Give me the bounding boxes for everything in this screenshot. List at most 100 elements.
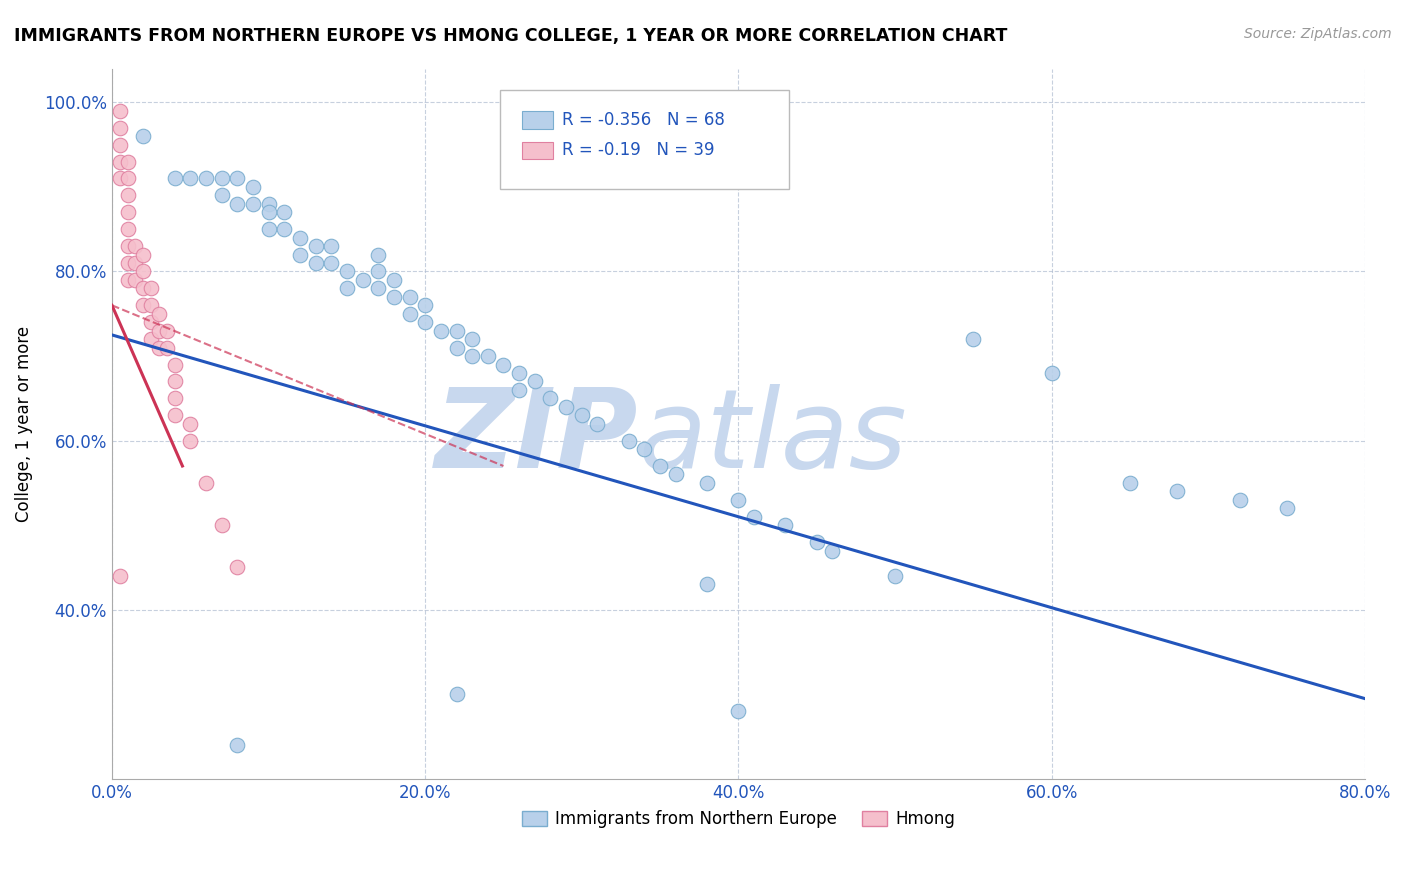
Point <box>367 281 389 295</box>
Point <box>523 375 546 389</box>
Point <box>163 358 186 372</box>
Point <box>163 392 186 406</box>
Point <box>117 154 139 169</box>
Point <box>179 171 201 186</box>
Point <box>211 518 233 533</box>
Point <box>461 332 484 346</box>
Point <box>132 129 155 144</box>
Point <box>226 560 249 574</box>
Point <box>1166 484 1188 499</box>
Point <box>1040 366 1063 380</box>
Point <box>1275 501 1298 516</box>
Point <box>304 256 326 270</box>
Point <box>117 256 139 270</box>
Point <box>163 375 186 389</box>
Point <box>117 205 139 219</box>
Point <box>430 324 453 338</box>
Point <box>156 324 179 338</box>
Point <box>382 273 405 287</box>
Point <box>492 358 515 372</box>
Point <box>413 315 436 329</box>
Point <box>321 256 343 270</box>
Text: ZIP: ZIP <box>434 384 638 491</box>
Point <box>124 239 146 253</box>
Point <box>139 315 162 329</box>
Point <box>665 467 688 482</box>
Point <box>132 281 155 295</box>
Bar <box>522 142 553 160</box>
Point <box>226 738 249 752</box>
Point <box>163 171 186 186</box>
Point <box>194 475 217 490</box>
Point <box>163 409 186 423</box>
Point <box>288 247 311 261</box>
Point <box>257 197 280 211</box>
Point <box>108 120 131 135</box>
Point <box>508 366 530 380</box>
Point <box>148 307 170 321</box>
Point <box>108 569 131 583</box>
Point <box>179 434 201 448</box>
Point <box>367 264 389 278</box>
Point <box>132 298 155 312</box>
Point <box>508 383 530 397</box>
Point <box>382 290 405 304</box>
Point <box>461 349 484 363</box>
Point <box>179 417 201 431</box>
Text: R = -0.19   N = 39: R = -0.19 N = 39 <box>562 141 714 159</box>
Point <box>124 273 146 287</box>
Point <box>398 307 420 321</box>
Legend: Immigrants from Northern Europe, Hmong: Immigrants from Northern Europe, Hmong <box>515 803 962 835</box>
Point <box>696 475 718 490</box>
Point <box>242 180 264 194</box>
Point <box>156 341 179 355</box>
Point <box>742 509 765 524</box>
Point <box>962 332 984 346</box>
Point <box>226 171 249 186</box>
Point <box>273 222 295 236</box>
Point <box>336 264 359 278</box>
Text: Source: ZipAtlas.com: Source: ZipAtlas.com <box>1244 27 1392 41</box>
Text: atlas: atlas <box>638 384 907 491</box>
Point <box>211 188 233 202</box>
Point <box>821 543 844 558</box>
Point <box>257 205 280 219</box>
Point <box>117 239 139 253</box>
Point <box>446 324 468 338</box>
FancyBboxPatch shape <box>501 90 789 189</box>
Point <box>117 188 139 202</box>
Point <box>555 400 578 414</box>
Point <box>194 171 217 186</box>
Point <box>211 171 233 186</box>
Point <box>108 171 131 186</box>
Bar <box>522 112 553 129</box>
Point <box>571 409 593 423</box>
Point <box>132 247 155 261</box>
Point <box>446 341 468 355</box>
Point <box>806 535 828 549</box>
Point <box>108 103 131 118</box>
Point <box>696 577 718 591</box>
Point <box>633 442 655 456</box>
Point <box>132 264 155 278</box>
Point <box>139 298 162 312</box>
Point <box>1119 475 1142 490</box>
Point <box>108 154 131 169</box>
Point <box>540 392 562 406</box>
Point <box>617 434 640 448</box>
Point <box>884 569 907 583</box>
Y-axis label: College, 1 year or more: College, 1 year or more <box>15 326 32 522</box>
Point <box>226 197 249 211</box>
Point <box>108 137 131 152</box>
Text: IMMIGRANTS FROM NORTHERN EUROPE VS HMONG COLLEGE, 1 YEAR OR MORE CORRELATION CHA: IMMIGRANTS FROM NORTHERN EUROPE VS HMONG… <box>14 27 1008 45</box>
Point <box>727 492 749 507</box>
Point <box>321 239 343 253</box>
Point <box>727 704 749 718</box>
Point <box>775 518 797 533</box>
Point <box>352 273 374 287</box>
Point <box>117 273 139 287</box>
Point <box>288 230 311 244</box>
Point <box>398 290 420 304</box>
Point <box>273 205 295 219</box>
Point <box>139 332 162 346</box>
